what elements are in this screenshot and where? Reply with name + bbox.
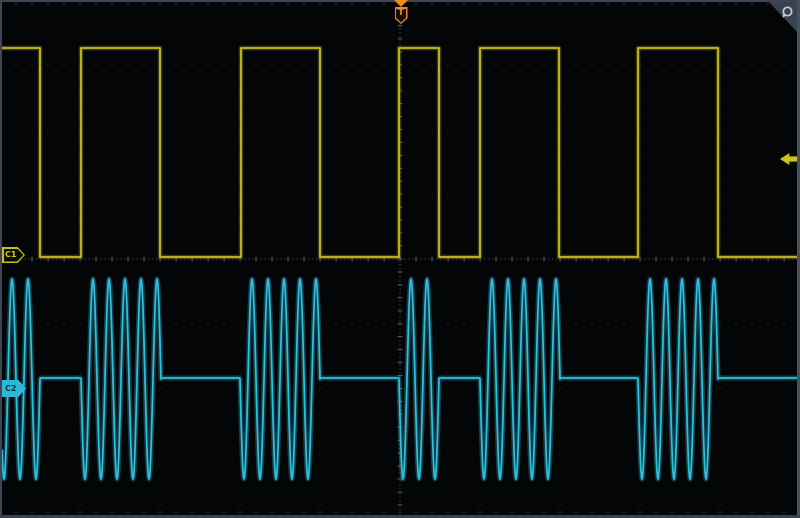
screen-border-right [797,0,800,518]
ch1-tag-fill [3,248,24,262]
ch2-tag-fill [3,381,25,396]
ch2-tag-label: C2 [5,383,17,393]
screen-border-left [0,0,2,518]
ch1-trace [2,45,797,260]
ch2-trace [0,276,799,482]
ch2-label-tag[interactable]: C2 [2,380,26,397]
screen-border-bottom [0,515,800,518]
ch1-label-tag[interactable]: C1 [2,247,25,263]
ch1-tag-label: C1 [5,249,17,259]
trigger-badge-fill [396,8,406,23]
trigger-position-triangle-icon[interactable] [394,0,408,7]
trigger-label: T [397,8,405,18]
trigger-marker[interactable]: T [394,7,408,24]
